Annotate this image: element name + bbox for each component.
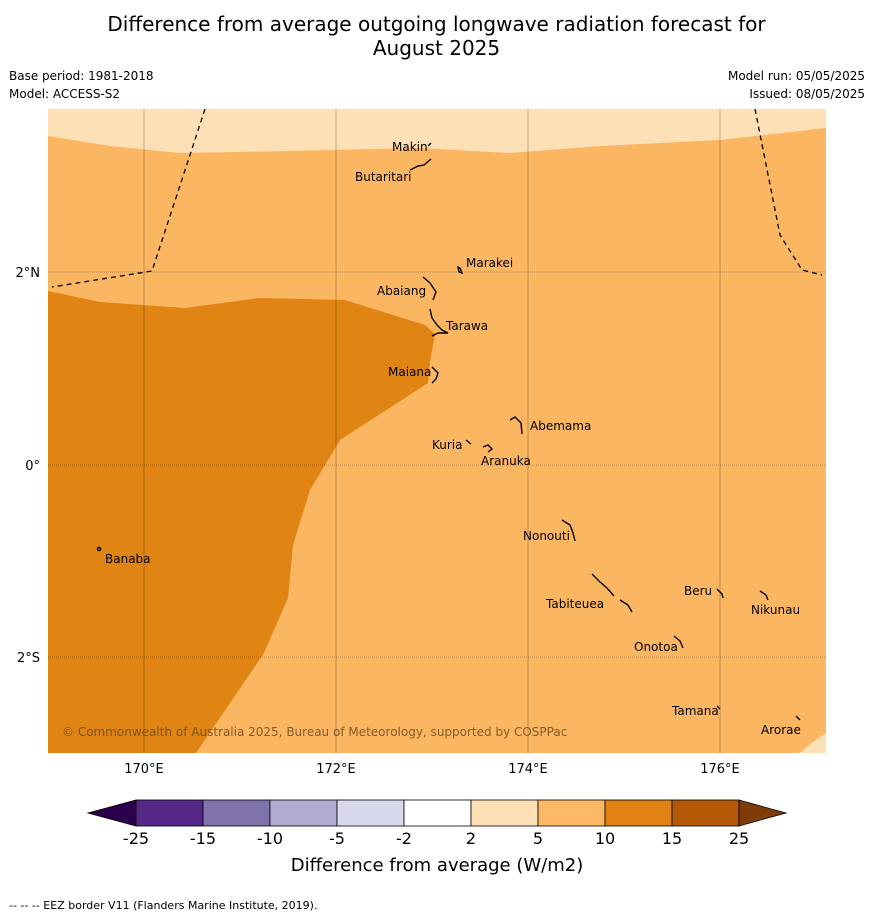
island-kuria bbox=[465, 439, 472, 445]
colorbar-tick: -25 bbox=[123, 829, 149, 848]
graticule bbox=[48, 109, 826, 753]
colorbar-segment bbox=[135, 799, 204, 827]
model-name: Model: ACCESS-S2 bbox=[9, 87, 121, 101]
island-abemama bbox=[509, 416, 523, 435]
colorbar-tick: -5 bbox=[329, 829, 345, 848]
colorbar-tick: 5 bbox=[533, 829, 543, 848]
lon-label: 176°E bbox=[700, 762, 740, 777]
colorbar-tick: 10 bbox=[595, 829, 615, 848]
meta-left: Base period: 1981-2018 Model: ACCESS-S2 bbox=[9, 67, 154, 103]
place-label: Nikunau bbox=[751, 603, 800, 617]
place-label: Tabiteuea bbox=[545, 597, 604, 611]
lat-label: 0° bbox=[25, 459, 40, 474]
island-tarawa bbox=[429, 308, 449, 337]
copyright-note: © Commonwealth of Australia 2025, Bureau… bbox=[62, 725, 567, 739]
map-area: Makin Butaritari Marakei Abaiang Tarawa … bbox=[48, 109, 826, 753]
colorbar-tick: -2 bbox=[396, 829, 412, 848]
island-maiana bbox=[431, 366, 439, 384]
island-tamana bbox=[716, 705, 721, 710]
colorbar-segment bbox=[470, 799, 539, 827]
place-label: Maiana bbox=[388, 365, 431, 379]
band-2-5-corner bbox=[800, 733, 826, 753]
colorbar-segment bbox=[604, 799, 673, 827]
place-label: Beru bbox=[684, 584, 712, 598]
colorbar-extend-low bbox=[86, 799, 137, 827]
place-label: Banaba bbox=[105, 552, 151, 566]
place-label: Tamana bbox=[671, 704, 719, 718]
lat-label: 2°S bbox=[17, 651, 40, 666]
place-label: Tarawa bbox=[445, 319, 488, 333]
issued-date: Issued: 08/05/2025 bbox=[749, 87, 865, 101]
place-label: Nonouti bbox=[523, 529, 570, 543]
band-2-5-top bbox=[48, 109, 826, 153]
island-butaritari bbox=[409, 158, 432, 171]
lat-label: 2°N bbox=[16, 266, 41, 281]
place-label: Abemama bbox=[530, 419, 591, 433]
colorbar-tick: 25 bbox=[729, 829, 749, 848]
island-beru bbox=[716, 588, 724, 599]
island-banaba bbox=[96, 546, 102, 552]
colorbar-tick: 2 bbox=[466, 829, 476, 848]
island-abaiang bbox=[422, 276, 437, 301]
colorbar-segment bbox=[202, 799, 271, 827]
island-nonouti bbox=[561, 519, 576, 542]
lon-label: 172°E bbox=[316, 762, 356, 777]
colorbar-segment bbox=[537, 799, 606, 827]
eez-footnote: -- -- -- EEZ border V11 (Flanders Marine… bbox=[9, 899, 318, 912]
island-nikunau bbox=[759, 590, 769, 601]
chart-title: Difference from average outgoing longwav… bbox=[0, 12, 873, 60]
island-arorae bbox=[795, 715, 801, 721]
meta-right: Model run: 05/05/2025 Issued: 08/05/2025 bbox=[728, 67, 865, 103]
place-label: Kuria bbox=[432, 438, 463, 452]
colorbar-segment bbox=[269, 799, 338, 827]
colorbar-tick: -10 bbox=[257, 829, 283, 848]
colorbar-tick: 15 bbox=[662, 829, 682, 848]
lon-label: 170°E bbox=[124, 762, 164, 777]
place-label: Onotoa bbox=[634, 640, 678, 654]
colorbar-segment bbox=[671, 799, 740, 827]
model-run: Model run: 05/05/2025 bbox=[727, 69, 865, 83]
place-label: Butaritari bbox=[355, 170, 412, 184]
island-tabiteuea-s bbox=[619, 599, 633, 613]
colorbar-tick: -15 bbox=[190, 829, 216, 848]
island-tabiteuea-n bbox=[591, 573, 615, 597]
title-line-1: Difference from average outgoing longwav… bbox=[107, 12, 766, 36]
place-label: Marakei bbox=[466, 256, 513, 270]
islands bbox=[96, 142, 801, 721]
colorbar-segment bbox=[336, 799, 405, 827]
band-10-15 bbox=[48, 291, 435, 753]
colorbar bbox=[86, 799, 788, 827]
island-marakei bbox=[457, 265, 464, 275]
colorbar-title: Difference from average (W/m2) bbox=[291, 855, 583, 876]
lon-label: 174°E bbox=[508, 762, 548, 777]
island-aranuka bbox=[482, 444, 494, 453]
place-label: Makin bbox=[392, 140, 428, 154]
place-label: Abaiang bbox=[377, 284, 426, 298]
eez-border bbox=[51, 109, 823, 288]
island-makin bbox=[427, 142, 432, 147]
colorbar-extend-high bbox=[738, 799, 788, 827]
colorbar-segment bbox=[403, 799, 472, 827]
place-label: Aranuka bbox=[481, 454, 531, 468]
place-label: Arorae bbox=[761, 723, 801, 737]
base-period: Base period: 1981-2018 bbox=[9, 69, 154, 83]
island-onotoa bbox=[673, 635, 684, 649]
title-line-2: August 2025 bbox=[372, 36, 501, 60]
